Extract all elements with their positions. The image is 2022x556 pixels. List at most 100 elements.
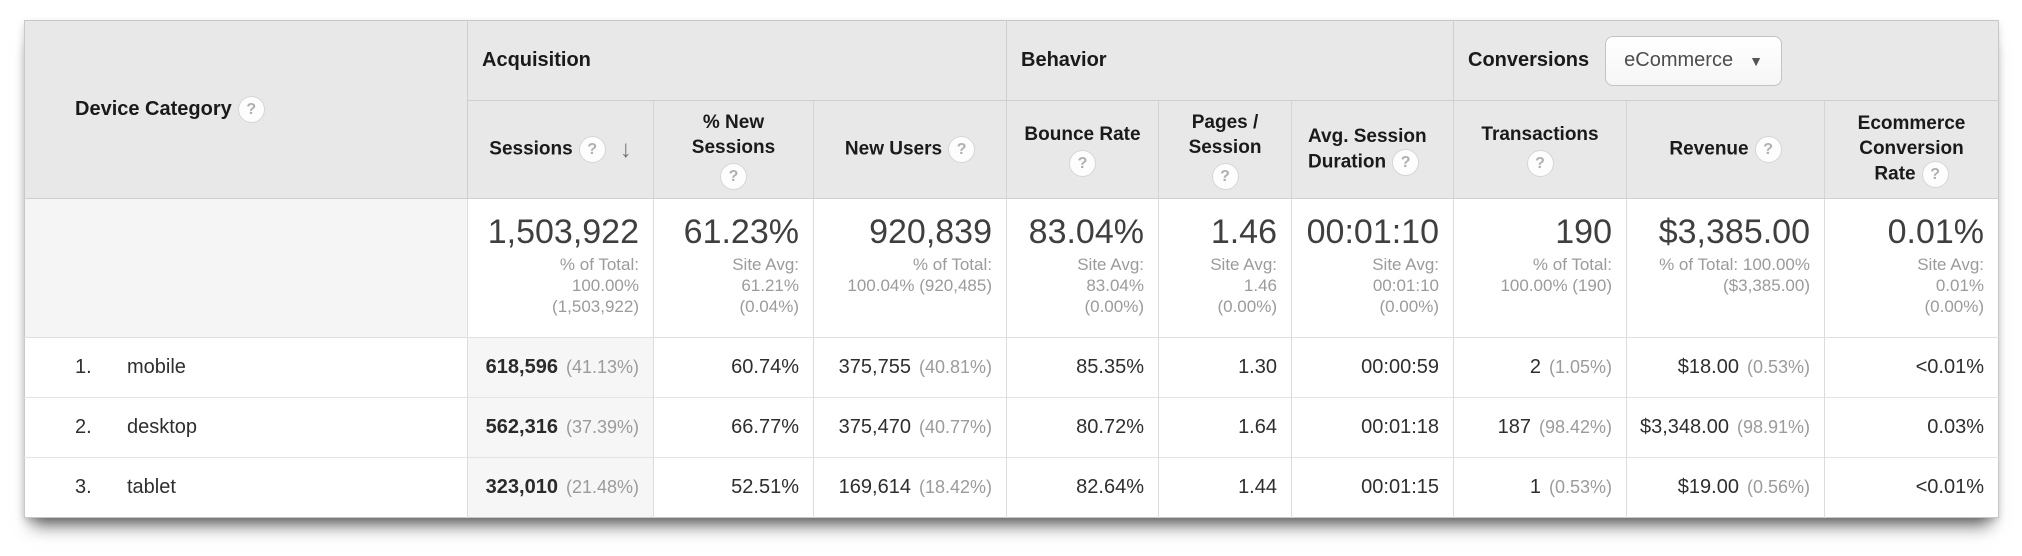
cell-value: 375,755	[838, 356, 911, 378]
totals-sessions: 1,503,922 % of Total: 100.00% (1,503,922)	[467, 198, 654, 338]
cell-percent: (0.53%)	[1548, 477, 1612, 497]
table-row: 3. tablet 323,010 (21.48%) 52.51% 169,614 (…	[24, 457, 1999, 518]
total-subtext: % of Total: 100.00% (190)	[1500, 255, 1612, 295]
cell-ecommerce-conversion-rate: <0.01%	[1823, 457, 1999, 518]
cell-percent: (40.77%)	[918, 417, 992, 437]
totals-pages-session: 1.46 Site Avg: 1.46 (0.00%)	[1158, 198, 1292, 338]
cell-percent: (0.53%)	[1746, 357, 1810, 377]
help-icon[interactable]: ?	[237, 96, 265, 123]
cell-percent: (0.56%)	[1746, 477, 1810, 497]
cell-new-users: 375,755 (40.81%)	[813, 337, 1007, 398]
conversions-goal-selector[interactable]: eCommerce ▼	[1605, 35, 1782, 86]
cell-value: 618,596	[485, 356, 558, 378]
total-value: 920,839	[869, 213, 992, 251]
cell-value: $19.00	[1677, 476, 1739, 498]
cell-value: 1.44	[1238, 476, 1277, 498]
section-header-behavior: Behavior	[1006, 20, 1454, 101]
dimension-cell: 1. mobile	[24, 337, 468, 398]
total-value: 190	[1555, 213, 1612, 251]
row-label: desktop	[127, 416, 198, 438]
cell-value: 1.64	[1238, 416, 1277, 438]
column-header-bounce-rate[interactable]: Bounce Rate?	[1006, 100, 1159, 199]
section-label: Conversions	[1468, 49, 1590, 71]
help-icon[interactable]: ?	[720, 162, 747, 190]
cell-bounce-rate: 80.72%	[1006, 397, 1159, 458]
total-subtext: % of Total: 100.04% (920,485)	[847, 255, 992, 295]
dimension-cell: 3. tablet	[24, 457, 468, 518]
totals-new-users: 920,839 % of Total: 100.04% (920,485)	[813, 198, 1007, 338]
column-header-transactions[interactable]: Transactions?	[1453, 100, 1627, 199]
help-icon[interactable]: ?	[1921, 161, 1949, 188]
total-value: 1.46	[1210, 213, 1277, 251]
cell-value: 562,316	[485, 416, 558, 438]
help-icon[interactable]: ?	[578, 136, 606, 163]
help-icon[interactable]: ?	[1069, 150, 1096, 177]
totals-transactions: 190 % of Total: 100.00% (190)	[1453, 198, 1627, 338]
total-subtext: Site Avg: 00:01:10 (0.00%)	[1372, 255, 1439, 316]
cell-value: <0.01%	[1915, 356, 1985, 378]
cell-value: 00:01:18	[1361, 416, 1439, 438]
column-header-new-sessions[interactable]: % New Sessions?	[653, 100, 814, 199]
column-header-sessions[interactable]: Sessions? ↓	[467, 100, 654, 199]
column-header-pages-session[interactable]: Pages / Session?	[1158, 100, 1292, 199]
row-label: mobile	[127, 356, 186, 378]
row-label: tablet	[127, 476, 176, 498]
column-label: Pages / Session	[1188, 111, 1262, 158]
chevron-down-icon: ▼	[1749, 52, 1763, 69]
total-value: 00:01:10	[1306, 213, 1439, 251]
row-rank: 2.	[75, 416, 92, 438]
cell-revenue: $19.00 (0.56%)	[1626, 457, 1825, 518]
column-header-new-users[interactable]: New Users?	[813, 100, 1007, 199]
cell-value: 66.77%	[731, 416, 799, 438]
totals-new-sessions: 61.23% Site Avg: 61.21% (0.04%)	[653, 198, 814, 338]
cell-ecommerce-conversion-rate: 0.03%	[1823, 397, 1999, 458]
cell-new-sessions: 52.51%	[653, 457, 814, 518]
cell-new-users: 169,614 (18.42%)	[813, 457, 1007, 518]
total-subtext: % of Total: 100.00% (1,503,922)	[552, 255, 639, 316]
column-label: % New Sessions	[691, 111, 776, 158]
section-label: Acquisition	[482, 49, 591, 71]
help-icon[interactable]: ?	[1211, 162, 1239, 190]
cell-value: 0.03%	[1927, 416, 1985, 438]
row-rank: 3.	[75, 476, 92, 498]
section-header-acquisition: Acquisition	[467, 20, 1007, 101]
cell-value: 375,470	[838, 416, 911, 438]
column-label: Bounce Rate	[1024, 124, 1141, 145]
cell-bounce-rate: 85.35%	[1006, 337, 1159, 398]
total-value: 83.04%	[1028, 213, 1144, 251]
table-row: 2. desktop 562,316 (37.39%) 66.77% 375,470…	[24, 397, 1999, 458]
sort-descending-icon[interactable]: ↓	[619, 136, 632, 163]
cell-percent: (21.48%)	[565, 477, 639, 497]
cell-value: 00:00:59	[1361, 356, 1439, 378]
total-subtext: % of Total: 100.00% ($3,385.00)	[1659, 255, 1810, 295]
column-label: Transactions	[1481, 124, 1599, 145]
help-icon[interactable]: ?	[1392, 148, 1420, 176]
column-label: New Users	[844, 138, 943, 160]
cell-sessions: 562,316 (37.39%)	[467, 397, 654, 458]
cell-value: 85.35%	[1076, 356, 1144, 378]
cell-sessions: 618,596 (41.13%)	[467, 337, 654, 398]
help-icon[interactable]: ?	[1754, 136, 1782, 163]
total-value: $3,385.00	[1658, 213, 1810, 251]
cell-sessions: 323,010 (21.48%)	[467, 457, 654, 518]
total-value: 0.01%	[1887, 213, 1985, 251]
cell-percent: (37.39%)	[565, 417, 639, 437]
cell-percent: (1.05%)	[1548, 357, 1612, 377]
cell-value: $18.00	[1677, 356, 1739, 378]
analytics-data-table: Device Category? Acquisition Behavior Co…	[24, 20, 2000, 518]
dimension-header-device-category[interactable]: Device Category?	[24, 20, 468, 199]
cell-revenue: $3,348.00 (98.91%)	[1626, 397, 1825, 458]
cell-percent: (41.13%)	[565, 357, 639, 377]
column-header-ecommerce-conversion-rate[interactable]: Ecommerce Conversion Rate?	[1823, 100, 1999, 199]
column-header-revenue[interactable]: Revenue?	[1626, 100, 1825, 199]
total-subtext: Site Avg: 0.01% (0.00%)	[1917, 255, 1985, 316]
cell-value: $3,348.00	[1639, 416, 1729, 438]
cell-transactions: 2 (1.05%)	[1453, 337, 1627, 398]
section-label: Behavior	[1021, 49, 1107, 71]
help-icon[interactable]: ?	[948, 136, 976, 163]
cell-value: 187	[1497, 416, 1531, 438]
cell-value: 00:01:15	[1361, 476, 1439, 498]
help-icon[interactable]: ?	[1526, 150, 1554, 177]
column-header-avg-session-duration[interactable]: Avg. Session Duration?	[1291, 100, 1454, 199]
cell-new-users: 375,470 (40.77%)	[813, 397, 1007, 458]
